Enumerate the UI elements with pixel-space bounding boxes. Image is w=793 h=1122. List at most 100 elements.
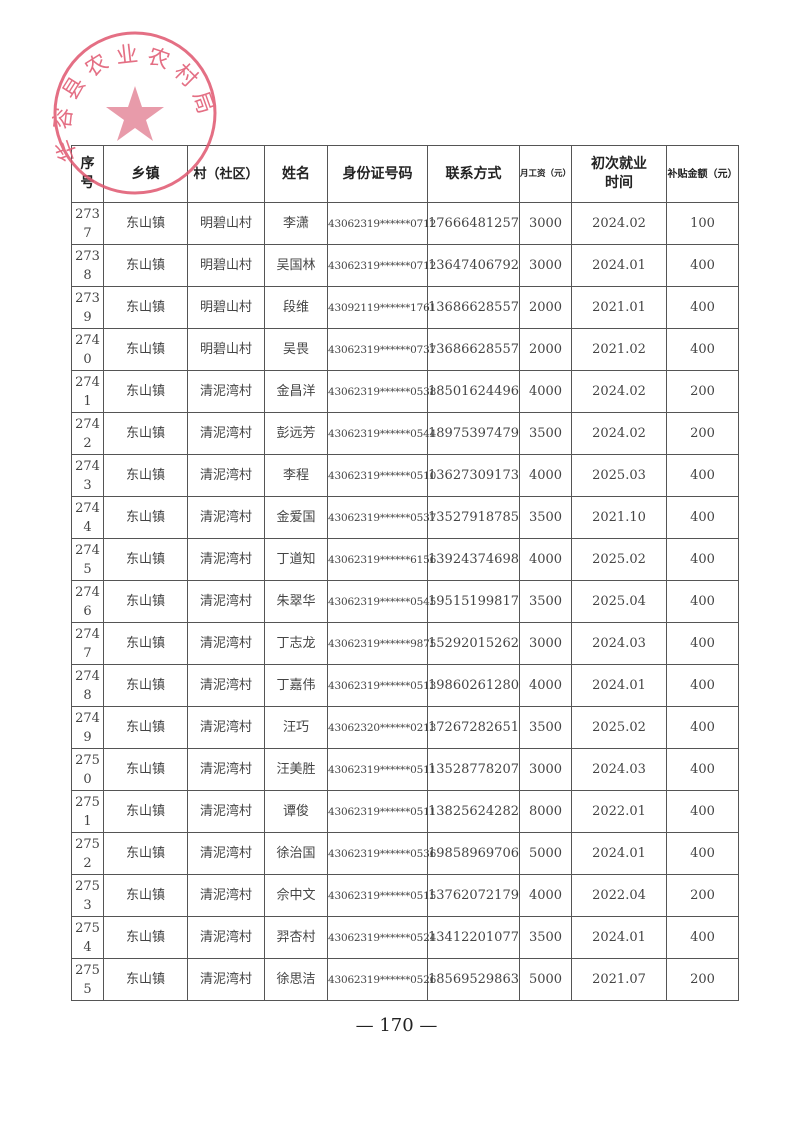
table-row: 274 4 东山镇 清泥湾村 金爱国 43062319******0537 13527918…: [71, 496, 739, 539]
cell-phone: 13686628557: [427, 328, 520, 371]
cell-village: 清泥湾村: [187, 622, 265, 665]
cell-seq: 275 1: [71, 790, 104, 833]
cell-subsidy-amount: 400: [666, 286, 739, 329]
table-row: 274 3 东山镇 清泥湾村 李程 43062319******0510 136273091…: [71, 454, 739, 497]
header-monthly-wage: 月工资（元）: [519, 145, 572, 203]
cell-monthly-wage: 3500: [519, 412, 572, 455]
table-row: 273 7 东山镇 明碧山村 李潇 43062319******0712 176664812…: [71, 202, 739, 245]
cell-township: 东山镇: [103, 538, 188, 581]
header-seq: 序号: [71, 145, 104, 203]
cell-village: 清泥湾村: [187, 790, 265, 833]
table-row: 275 1 东山镇 清泥湾村 谭俊 43062319******0511 138256242…: [71, 790, 739, 833]
cell-seq: 274 0: [71, 328, 104, 371]
cell-township: 东山镇: [103, 412, 188, 455]
cell-name: 李程: [264, 454, 328, 497]
cell-subsidy-amount: 200: [666, 412, 739, 455]
table-row: 274 9 东山镇 清泥湾村 汪巧 43062320******0213 172672826…: [71, 706, 739, 749]
cell-phone: 19858969706: [427, 832, 520, 875]
cell-phone: 18975397479: [427, 412, 520, 455]
cell-name: 丁道知: [264, 538, 328, 581]
cell-id-number: 43062319******0544: [327, 412, 436, 455]
cell-name: 谭俊: [264, 790, 328, 833]
page-number: — 170 —: [355, 1015, 438, 1036]
cell-name: 李潇: [264, 202, 328, 245]
table-row: 275 3 东山镇 清泥湾村 佘中文 43062319******0515 13762072…: [71, 874, 739, 917]
cell-id-number: 43062319******0545: [327, 580, 436, 623]
table-row: 274 5 东山镇 清泥湾村 丁道知 43062319******6156 13924374…: [71, 538, 739, 581]
cell-village: 明碧山村: [187, 328, 265, 371]
cell-seq: 273 9: [71, 286, 104, 329]
cell-phone: 13762072179: [427, 874, 520, 917]
table-row: 275 5 东山镇 清泥湾村 徐思洁 43062319******0526 18569529…: [71, 958, 739, 1001]
cell-monthly-wage: 4000: [519, 538, 572, 581]
header-first-employment-date: 初次就业 时间: [571, 145, 667, 203]
cell-first-employment-date: 2024.02: [571, 412, 667, 455]
cell-name: 丁志龙: [264, 622, 328, 665]
table-row: 274 7 东山镇 清泥湾村 丁志龙 43062319******9875 15292015…: [71, 622, 739, 665]
cell-subsidy-amount: 200: [666, 874, 739, 917]
cell-township: 东山镇: [103, 202, 188, 245]
cell-first-employment-date: 2025.02: [571, 706, 667, 749]
header-township: 乡镇: [103, 145, 188, 203]
cell-seq: 275 5: [71, 958, 104, 1001]
table-row: 274 6 东山镇 清泥湾村 朱翠华 43062319******0545 19515199…: [71, 580, 739, 623]
cell-id-number: 43062319******0515: [327, 874, 436, 917]
cell-monthly-wage: 3500: [519, 496, 572, 539]
cell-township: 东山镇: [103, 790, 188, 833]
cell-subsidy-amount: 400: [666, 790, 739, 833]
cell-name: 汪美胜: [264, 748, 328, 791]
cell-first-employment-date: 2024.02: [571, 370, 667, 413]
header-phone: 联系方式: [427, 145, 520, 203]
cell-township: 东山镇: [103, 874, 188, 917]
cell-seq: 274 5: [71, 538, 104, 581]
cell-id-number: 43062319******0526: [327, 958, 436, 1001]
cell-id-number: 43092119******1761: [327, 286, 436, 329]
cell-first-employment-date: 2025.04: [571, 580, 667, 623]
cell-phone: 13825624282: [427, 790, 520, 833]
cell-monthly-wage: 5000: [519, 832, 572, 875]
cell-township: 东山镇: [103, 916, 188, 959]
cell-village: 清泥湾村: [187, 370, 265, 413]
cell-village: 清泥湾村: [187, 748, 265, 791]
cell-name: 徐治国: [264, 832, 328, 875]
cell-monthly-wage: 4000: [519, 454, 572, 497]
cell-first-employment-date: 2021.02: [571, 328, 667, 371]
cell-village: 清泥湾村: [187, 664, 265, 707]
cell-subsidy-amount: 400: [666, 328, 739, 371]
cell-township: 东山镇: [103, 286, 188, 329]
cell-first-employment-date: 2025.03: [571, 454, 667, 497]
cell-township: 东山镇: [103, 622, 188, 665]
cell-id-number: 43062319******0737: [327, 328, 436, 371]
cell-village: 清泥湾村: [187, 580, 265, 623]
subsidy-table: 序号乡镇 村（社区） 姓名 身份证号码 联系方式 月工资（元） 初次就业 时间 补贴金额（元） …: [71, 145, 739, 1001]
header-name: 姓名: [264, 145, 328, 203]
cell-phone: 15292015262: [427, 622, 520, 665]
cell-phone: 13627309173: [427, 454, 520, 497]
cell-phone: 13924374698: [427, 538, 520, 581]
cell-village: 明碧山村: [187, 286, 265, 329]
cell-seq: 275 0: [71, 748, 104, 791]
cell-seq: 274 6: [71, 580, 104, 623]
cell-id-number: 43062319******0537: [327, 496, 436, 539]
table-row: 275 2 东山镇 清泥湾村 徐治国 43062319******0536 19858969…: [71, 832, 739, 875]
cell-first-employment-date: 2021.01: [571, 286, 667, 329]
cell-seq: 275 4: [71, 916, 104, 959]
cell-village: 清泥湾村: [187, 496, 265, 539]
cell-first-employment-date: 2022.04: [571, 874, 667, 917]
cell-township: 东山镇: [103, 958, 188, 1001]
cell-phone: 19515199817: [427, 580, 520, 623]
cell-seq: 274 7: [71, 622, 104, 665]
cell-name: 段维: [264, 286, 328, 329]
table-row: 273 8 东山镇 明碧山村 吴国林 43062319******0712 13647406…: [71, 244, 739, 287]
cell-subsidy-amount: 400: [666, 580, 739, 623]
cell-name: 羿杏村: [264, 916, 328, 959]
cell-seq: 274 4: [71, 496, 104, 539]
cell-name: 徐思洁: [264, 958, 328, 1001]
cell-phone: 13686628557: [427, 286, 520, 329]
cell-first-employment-date: 2024.03: [571, 622, 667, 665]
cell-subsidy-amount: 400: [666, 454, 739, 497]
cell-name: 吴畏: [264, 328, 328, 371]
cell-phone: 17267282651: [427, 706, 520, 749]
cell-village: 清泥湾村: [187, 874, 265, 917]
cell-first-employment-date: 2025.02: [571, 538, 667, 581]
